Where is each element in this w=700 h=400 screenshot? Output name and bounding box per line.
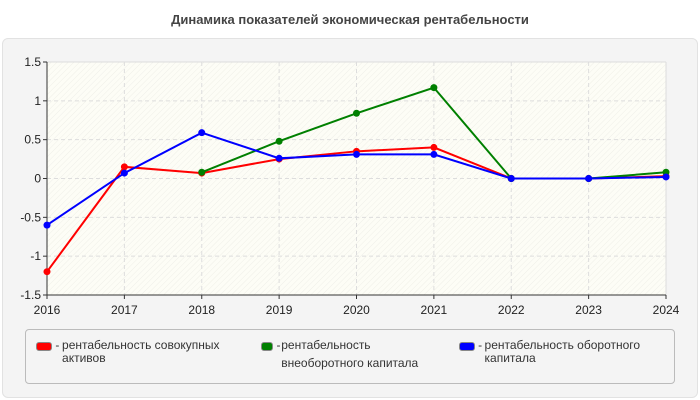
- y-tick-label: -1: [30, 249, 41, 263]
- data-point-2: [662, 173, 670, 181]
- data-point-2: [198, 129, 206, 137]
- data-point-2: [275, 154, 283, 162]
- x-tick-label: 2024: [653, 303, 680, 317]
- data-point-0: [120, 163, 128, 171]
- legend-swatch: [36, 342, 53, 351]
- x-tick-label: 2018: [188, 303, 215, 317]
- x-tick-label: 2022: [498, 303, 525, 317]
- legend: - рентабельность совокупных активов - ре…: [25, 329, 675, 384]
- legend-label: рентабельность оборотного капитала: [484, 338, 641, 365]
- legend-swatch: [261, 342, 274, 351]
- y-tick-label: -0.5: [20, 210, 41, 224]
- data-point-1: [353, 109, 360, 117]
- data-point-2: [507, 175, 515, 182]
- legend-item-noncurrent-capital: - рентабельность внеоборотного капитала: [261, 338, 431, 372]
- legend-item-current-capital: - рентабельность оборотного капитала: [459, 339, 669, 365]
- data-point-1: [430, 84, 438, 92]
- legend-swatch: [459, 342, 476, 351]
- legend-item-total-assets: - рентабельность совокупных активов: [36, 339, 246, 365]
- data-point-0: [430, 143, 438, 151]
- data-point-2: [430, 150, 438, 158]
- legend-label: рентабельность внеоборотного капитала: [281, 338, 419, 370]
- data-point-2: [585, 175, 593, 182]
- data-point-2: [120, 169, 128, 177]
- data-point-2: [43, 221, 51, 229]
- data-point-2: [353, 150, 360, 158]
- x-tick-label: 2020: [343, 303, 370, 317]
- y-tick-label: 0: [34, 172, 41, 186]
- x-tick-label: 2021: [421, 303, 448, 317]
- y-tick-label: 1: [34, 94, 41, 108]
- x-tick-label: 2016: [34, 303, 61, 317]
- x-tick-label: 2023: [575, 303, 602, 317]
- x-tick-label: 2017: [111, 303, 138, 317]
- legend-label: рентабельность совокупных активов: [62, 338, 220, 365]
- y-tick-label: -1.5: [20, 288, 41, 302]
- data-point-1: [198, 168, 206, 176]
- chart-title: Динамика показателей экономическая рента…: [171, 12, 529, 27]
- data-point-1: [275, 137, 283, 145]
- y-tick-label: 1.5: [24, 55, 41, 69]
- x-tick-label: 2019: [266, 303, 293, 317]
- y-tick-label: 0.5: [24, 133, 41, 147]
- data-point-0: [43, 268, 51, 276]
